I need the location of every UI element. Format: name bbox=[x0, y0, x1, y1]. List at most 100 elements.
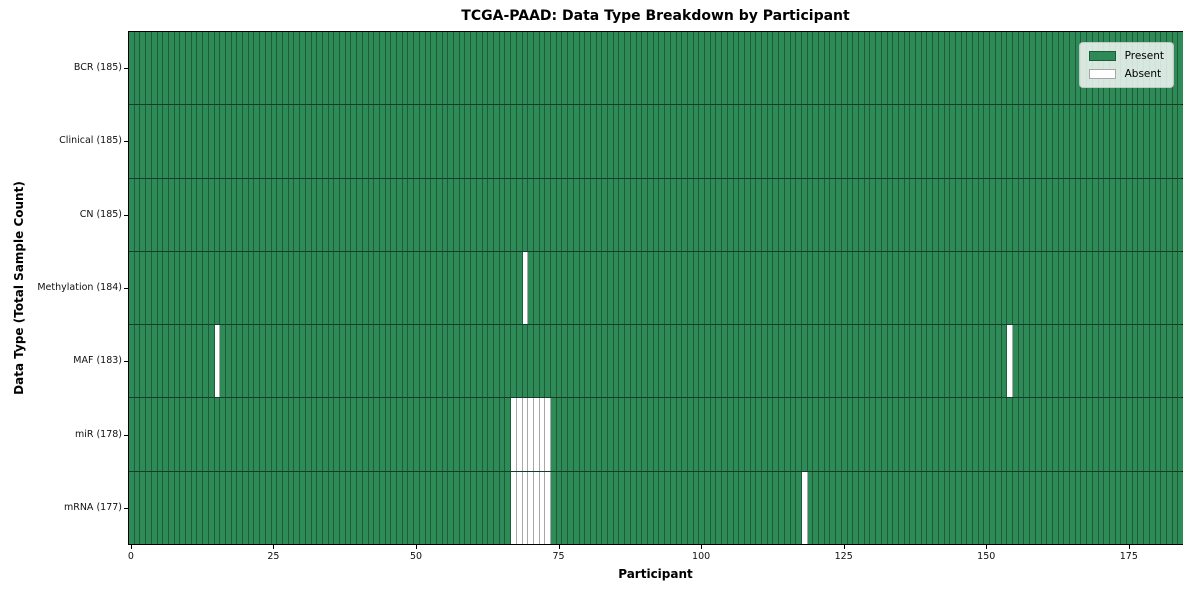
present-cell bbox=[1030, 325, 1036, 398]
present-cell bbox=[762, 32, 768, 105]
present-cell bbox=[243, 105, 249, 178]
present-cell bbox=[864, 471, 871, 544]
present-cell bbox=[1081, 471, 1088, 544]
present-cell bbox=[898, 471, 905, 544]
present-cell bbox=[830, 471, 837, 544]
present-cell bbox=[693, 32, 700, 105]
present-cell bbox=[647, 398, 654, 471]
present-cell bbox=[933, 398, 939, 471]
present-cell bbox=[1138, 471, 1145, 544]
present-cell bbox=[881, 32, 888, 105]
present-cell bbox=[796, 325, 802, 398]
present-cell bbox=[311, 32, 318, 105]
present-cell bbox=[442, 178, 449, 251]
present-cell bbox=[1012, 32, 1019, 105]
present-cell bbox=[647, 325, 654, 398]
present-cell bbox=[340, 32, 346, 105]
present-cell bbox=[898, 32, 905, 105]
present-cell bbox=[402, 398, 409, 471]
present-cell bbox=[294, 398, 301, 471]
present-cell bbox=[1024, 398, 1031, 471]
present-cell bbox=[465, 105, 472, 178]
x-tick-mark bbox=[701, 545, 702, 549]
present-cell bbox=[163, 325, 169, 398]
present-cell bbox=[1144, 398, 1150, 471]
present-cell bbox=[431, 105, 437, 178]
present-cell bbox=[1087, 251, 1093, 325]
present-cell bbox=[516, 325, 523, 398]
present-cell bbox=[265, 32, 272, 105]
present-cell bbox=[1098, 398, 1105, 471]
present-cell bbox=[516, 251, 523, 325]
present-cell bbox=[813, 105, 820, 178]
present-cell bbox=[990, 105, 996, 178]
present-cell bbox=[756, 178, 763, 251]
present-cell bbox=[180, 178, 187, 251]
absent-cell bbox=[533, 471, 540, 544]
heatmap-row-mir bbox=[129, 398, 1184, 472]
present-cell bbox=[1035, 471, 1042, 544]
present-cell bbox=[494, 471, 500, 544]
present-cell bbox=[237, 32, 244, 105]
present-cell bbox=[807, 325, 814, 398]
present-cell bbox=[402, 251, 409, 325]
present-cell bbox=[756, 471, 763, 544]
present-cell bbox=[151, 471, 158, 544]
present-cell bbox=[402, 325, 409, 398]
present-cell bbox=[824, 398, 831, 471]
present-cell bbox=[146, 325, 152, 398]
present-cell bbox=[727, 105, 734, 178]
present-cell bbox=[197, 32, 204, 105]
present-cell bbox=[402, 471, 409, 544]
present-cell bbox=[505, 325, 512, 398]
present-cell bbox=[995, 325, 1002, 398]
present-cell bbox=[995, 105, 1002, 178]
present-cell bbox=[881, 105, 888, 178]
present-cell bbox=[482, 178, 489, 251]
present-cell bbox=[180, 251, 187, 325]
present-cell bbox=[482, 105, 489, 178]
present-cell bbox=[716, 471, 723, 544]
present-cell bbox=[910, 178, 917, 251]
present-cell bbox=[288, 398, 295, 471]
present-cell bbox=[819, 398, 825, 471]
present-cell bbox=[254, 471, 261, 544]
present-cell bbox=[265, 105, 272, 178]
present-cell bbox=[208, 178, 215, 251]
present-cell bbox=[374, 398, 380, 471]
present-cell bbox=[950, 105, 956, 178]
present-cell bbox=[859, 32, 865, 105]
present-cell bbox=[1166, 398, 1173, 471]
present-cell bbox=[391, 32, 398, 105]
present-cell bbox=[1070, 398, 1076, 471]
present-cell bbox=[568, 471, 574, 544]
present-cell bbox=[248, 178, 255, 251]
present-cell bbox=[1138, 105, 1145, 178]
present-cell bbox=[317, 105, 323, 178]
present-cell bbox=[186, 325, 192, 398]
present-cell bbox=[693, 105, 700, 178]
present-cell bbox=[1047, 471, 1053, 544]
present-cell bbox=[494, 398, 500, 471]
present-cell bbox=[157, 105, 164, 178]
present-cell bbox=[1024, 178, 1031, 251]
present-cell bbox=[1018, 398, 1025, 471]
present-cell bbox=[1052, 105, 1059, 178]
present-cell bbox=[214, 105, 221, 178]
present-cell bbox=[488, 32, 494, 105]
present-cell bbox=[625, 32, 631, 105]
present-cell bbox=[374, 178, 380, 251]
present-cell bbox=[317, 32, 323, 105]
present-cell bbox=[305, 325, 312, 398]
present-cell bbox=[859, 325, 865, 398]
present-cell bbox=[687, 325, 694, 398]
present-cell bbox=[1132, 178, 1139, 251]
present-cell bbox=[231, 105, 238, 178]
present-cell bbox=[465, 251, 472, 325]
present-cell bbox=[408, 32, 415, 105]
y-tick-label-cn: CN (185) bbox=[79, 208, 122, 220]
present-cell bbox=[876, 471, 882, 544]
present-cell bbox=[836, 178, 842, 251]
present-cell bbox=[1012, 325, 1019, 398]
present-cell bbox=[1132, 105, 1139, 178]
